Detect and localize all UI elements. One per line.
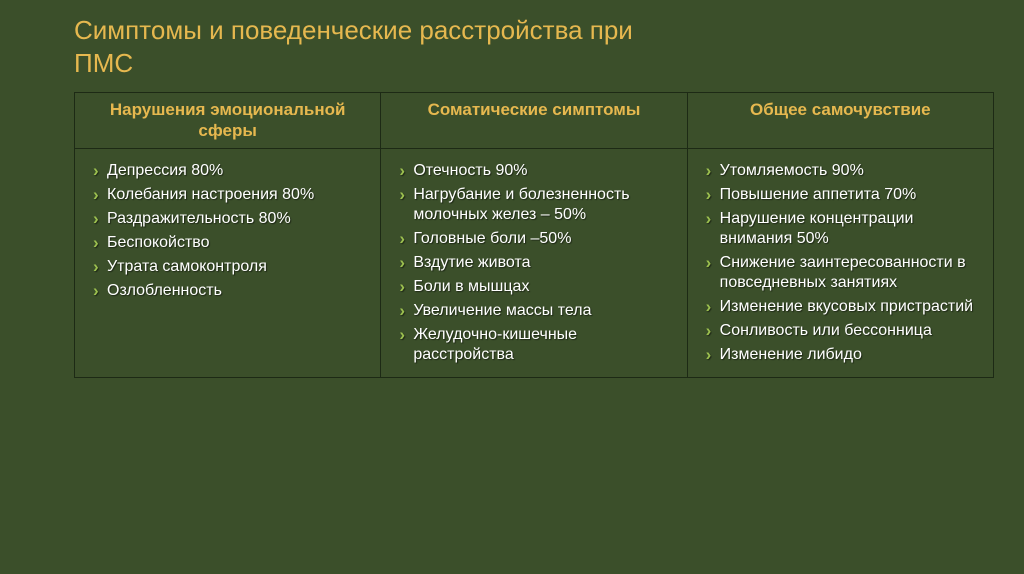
cell-emotional: Депрессия 80% Колебания настроения 80% Р… [75, 148, 381, 377]
list-item: Утомляемость 90% [706, 159, 981, 183]
list-item: Повышение аппетита 70% [706, 183, 981, 207]
list-item: Боли в мышцах [399, 275, 674, 299]
col-header-emotional: Нарушения эмоциональной сферы [75, 93, 381, 149]
cell-somatic: Отечность 90% Нагрубание и болезненность… [381, 148, 687, 377]
col-header-somatic: Соматические симптомы [381, 93, 687, 149]
table-header-row: Нарушения эмоциональной сферы Соматическ… [75, 93, 994, 149]
title-line-2: ПМС [74, 48, 133, 78]
list-item: Увеличение массы тела [399, 299, 674, 323]
list-item: Беспокойство [93, 231, 368, 255]
table-row: Депрессия 80% Колебания настроения 80% Р… [75, 148, 994, 377]
symptoms-table: Нарушения эмоциональной сферы Соматическ… [74, 92, 994, 378]
list-item: Нарушение концентрации внимания 50% [706, 207, 981, 251]
list-item: Сонливость или бессонница [706, 319, 981, 343]
list-item: Желудочно-кишечные расстройства [399, 323, 674, 367]
list-item: Изменение вкусовых пристрастий [706, 295, 981, 319]
list-item: Нагрубание и болезненность молочных желе… [399, 183, 674, 227]
list-item: Депрессия 80% [93, 159, 368, 183]
list-emotional: Депрессия 80% Колебания настроения 80% Р… [93, 159, 368, 303]
list-item: Утрата самоконтроля [93, 255, 368, 279]
col-header-general: Общее самочувствие [687, 93, 993, 149]
list-item: Головные боли –50% [399, 227, 674, 251]
list-item: Колебания настроения 80% [93, 183, 368, 207]
list-item: Раздражительность 80% [93, 207, 368, 231]
list-general: Утомляемость 90% Повышение аппетита 70% … [706, 159, 981, 367]
list-item: Озлобленность [93, 279, 368, 303]
list-item: Снижение заинтересованности в повседневн… [706, 251, 981, 295]
cell-general: Утомляемость 90% Повышение аппетита 70% … [687, 148, 993, 377]
list-item: Отечность 90% [399, 159, 674, 183]
list-item: Изменение либидо [706, 343, 981, 367]
list-somatic: Отечность 90% Нагрубание и болезненность… [399, 159, 674, 367]
title-line-1: Симптомы и поведенческие расстройства пр… [74, 15, 633, 45]
symptoms-table-wrap: Нарушения эмоциональной сферы Соматическ… [74, 92, 994, 564]
slide-title: Симптомы и поведенческие расстройства пр… [0, 0, 1024, 79]
list-item: Вздутие живота [399, 251, 674, 275]
